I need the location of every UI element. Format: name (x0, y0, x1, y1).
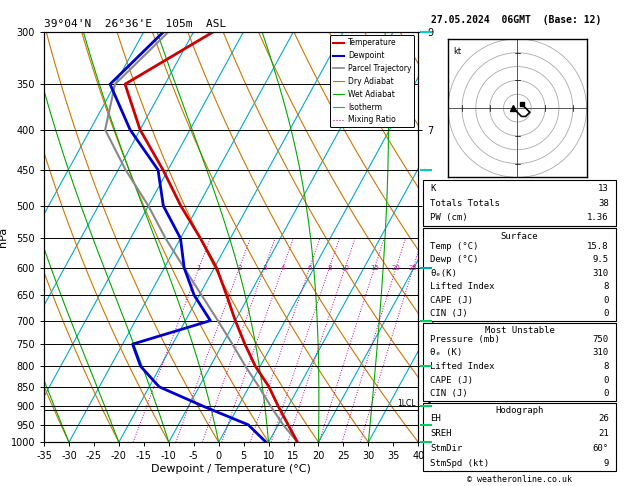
Text: 1LCL: 1LCL (398, 399, 416, 408)
Text: 0: 0 (603, 295, 609, 305)
Text: 9.5: 9.5 (593, 255, 609, 264)
Text: 2: 2 (237, 265, 242, 271)
Text: 310: 310 (593, 269, 609, 278)
Text: Surface: Surface (501, 232, 538, 241)
Text: θₑ(K): θₑ(K) (430, 269, 457, 278)
Y-axis label: hPa: hPa (0, 227, 8, 247)
Text: 20: 20 (392, 265, 401, 271)
Text: 15: 15 (370, 265, 379, 271)
Text: 9: 9 (603, 459, 609, 468)
Text: Hodograph: Hodograph (496, 406, 543, 415)
Text: 26: 26 (598, 414, 609, 423)
Text: 27.05.2024  06GMT  (Base: 12): 27.05.2024 06GMT (Base: 12) (431, 15, 601, 25)
Text: 60°: 60° (593, 444, 609, 453)
Text: 8: 8 (603, 362, 609, 371)
Text: Dewp (°C): Dewp (°C) (430, 255, 479, 264)
Text: 13: 13 (598, 184, 609, 193)
Legend: Temperature, Dewpoint, Parcel Trajectory, Dry Adiabat, Wet Adiabat, Isotherm, Mi: Temperature, Dewpoint, Parcel Trajectory… (330, 35, 415, 127)
Text: Lifted Index: Lifted Index (430, 282, 495, 291)
Text: 25: 25 (409, 265, 418, 271)
Text: 8: 8 (327, 265, 331, 271)
Text: 39°04'N  26°36'E  105m  ASL: 39°04'N 26°36'E 105m ASL (44, 19, 226, 30)
Text: Lifted Index: Lifted Index (430, 362, 495, 371)
Text: Most Unstable: Most Unstable (484, 326, 555, 335)
Text: CIN (J): CIN (J) (430, 309, 468, 318)
Text: 38: 38 (598, 199, 609, 208)
Text: 21: 21 (598, 429, 609, 438)
Text: 0: 0 (603, 309, 609, 318)
Text: SREH: SREH (430, 429, 452, 438)
Text: 15.8: 15.8 (587, 242, 609, 250)
Text: 3: 3 (262, 265, 267, 271)
Text: 0: 0 (603, 389, 609, 399)
Text: StmSpd (kt): StmSpd (kt) (430, 459, 489, 468)
Y-axis label: km
ASL: km ASL (441, 237, 459, 259)
Text: © weatheronline.co.uk: © weatheronline.co.uk (467, 474, 572, 484)
Text: 8: 8 (603, 282, 609, 291)
Text: PW (cm): PW (cm) (430, 213, 468, 223)
Text: 1.36: 1.36 (587, 213, 609, 223)
Text: CIN (J): CIN (J) (430, 389, 468, 399)
Text: StmDir: StmDir (430, 444, 463, 453)
Text: Totals Totals: Totals Totals (430, 199, 500, 208)
Text: 0: 0 (603, 376, 609, 384)
X-axis label: Dewpoint / Temperature (°C): Dewpoint / Temperature (°C) (151, 464, 311, 474)
Text: Temp (°C): Temp (°C) (430, 242, 479, 250)
Text: K: K (430, 184, 436, 193)
Text: EH: EH (430, 414, 441, 423)
Text: kt: kt (454, 47, 462, 56)
Text: 750: 750 (593, 334, 609, 344)
Text: 1: 1 (197, 265, 201, 271)
Text: Pressure (mb): Pressure (mb) (430, 334, 500, 344)
Text: 310: 310 (593, 348, 609, 357)
Text: 10: 10 (340, 265, 350, 271)
Text: 6: 6 (308, 265, 312, 271)
Text: CAPE (J): CAPE (J) (430, 376, 474, 384)
Text: CAPE (J): CAPE (J) (430, 295, 474, 305)
Text: 4: 4 (281, 265, 285, 271)
Text: θₑ (K): θₑ (K) (430, 348, 463, 357)
